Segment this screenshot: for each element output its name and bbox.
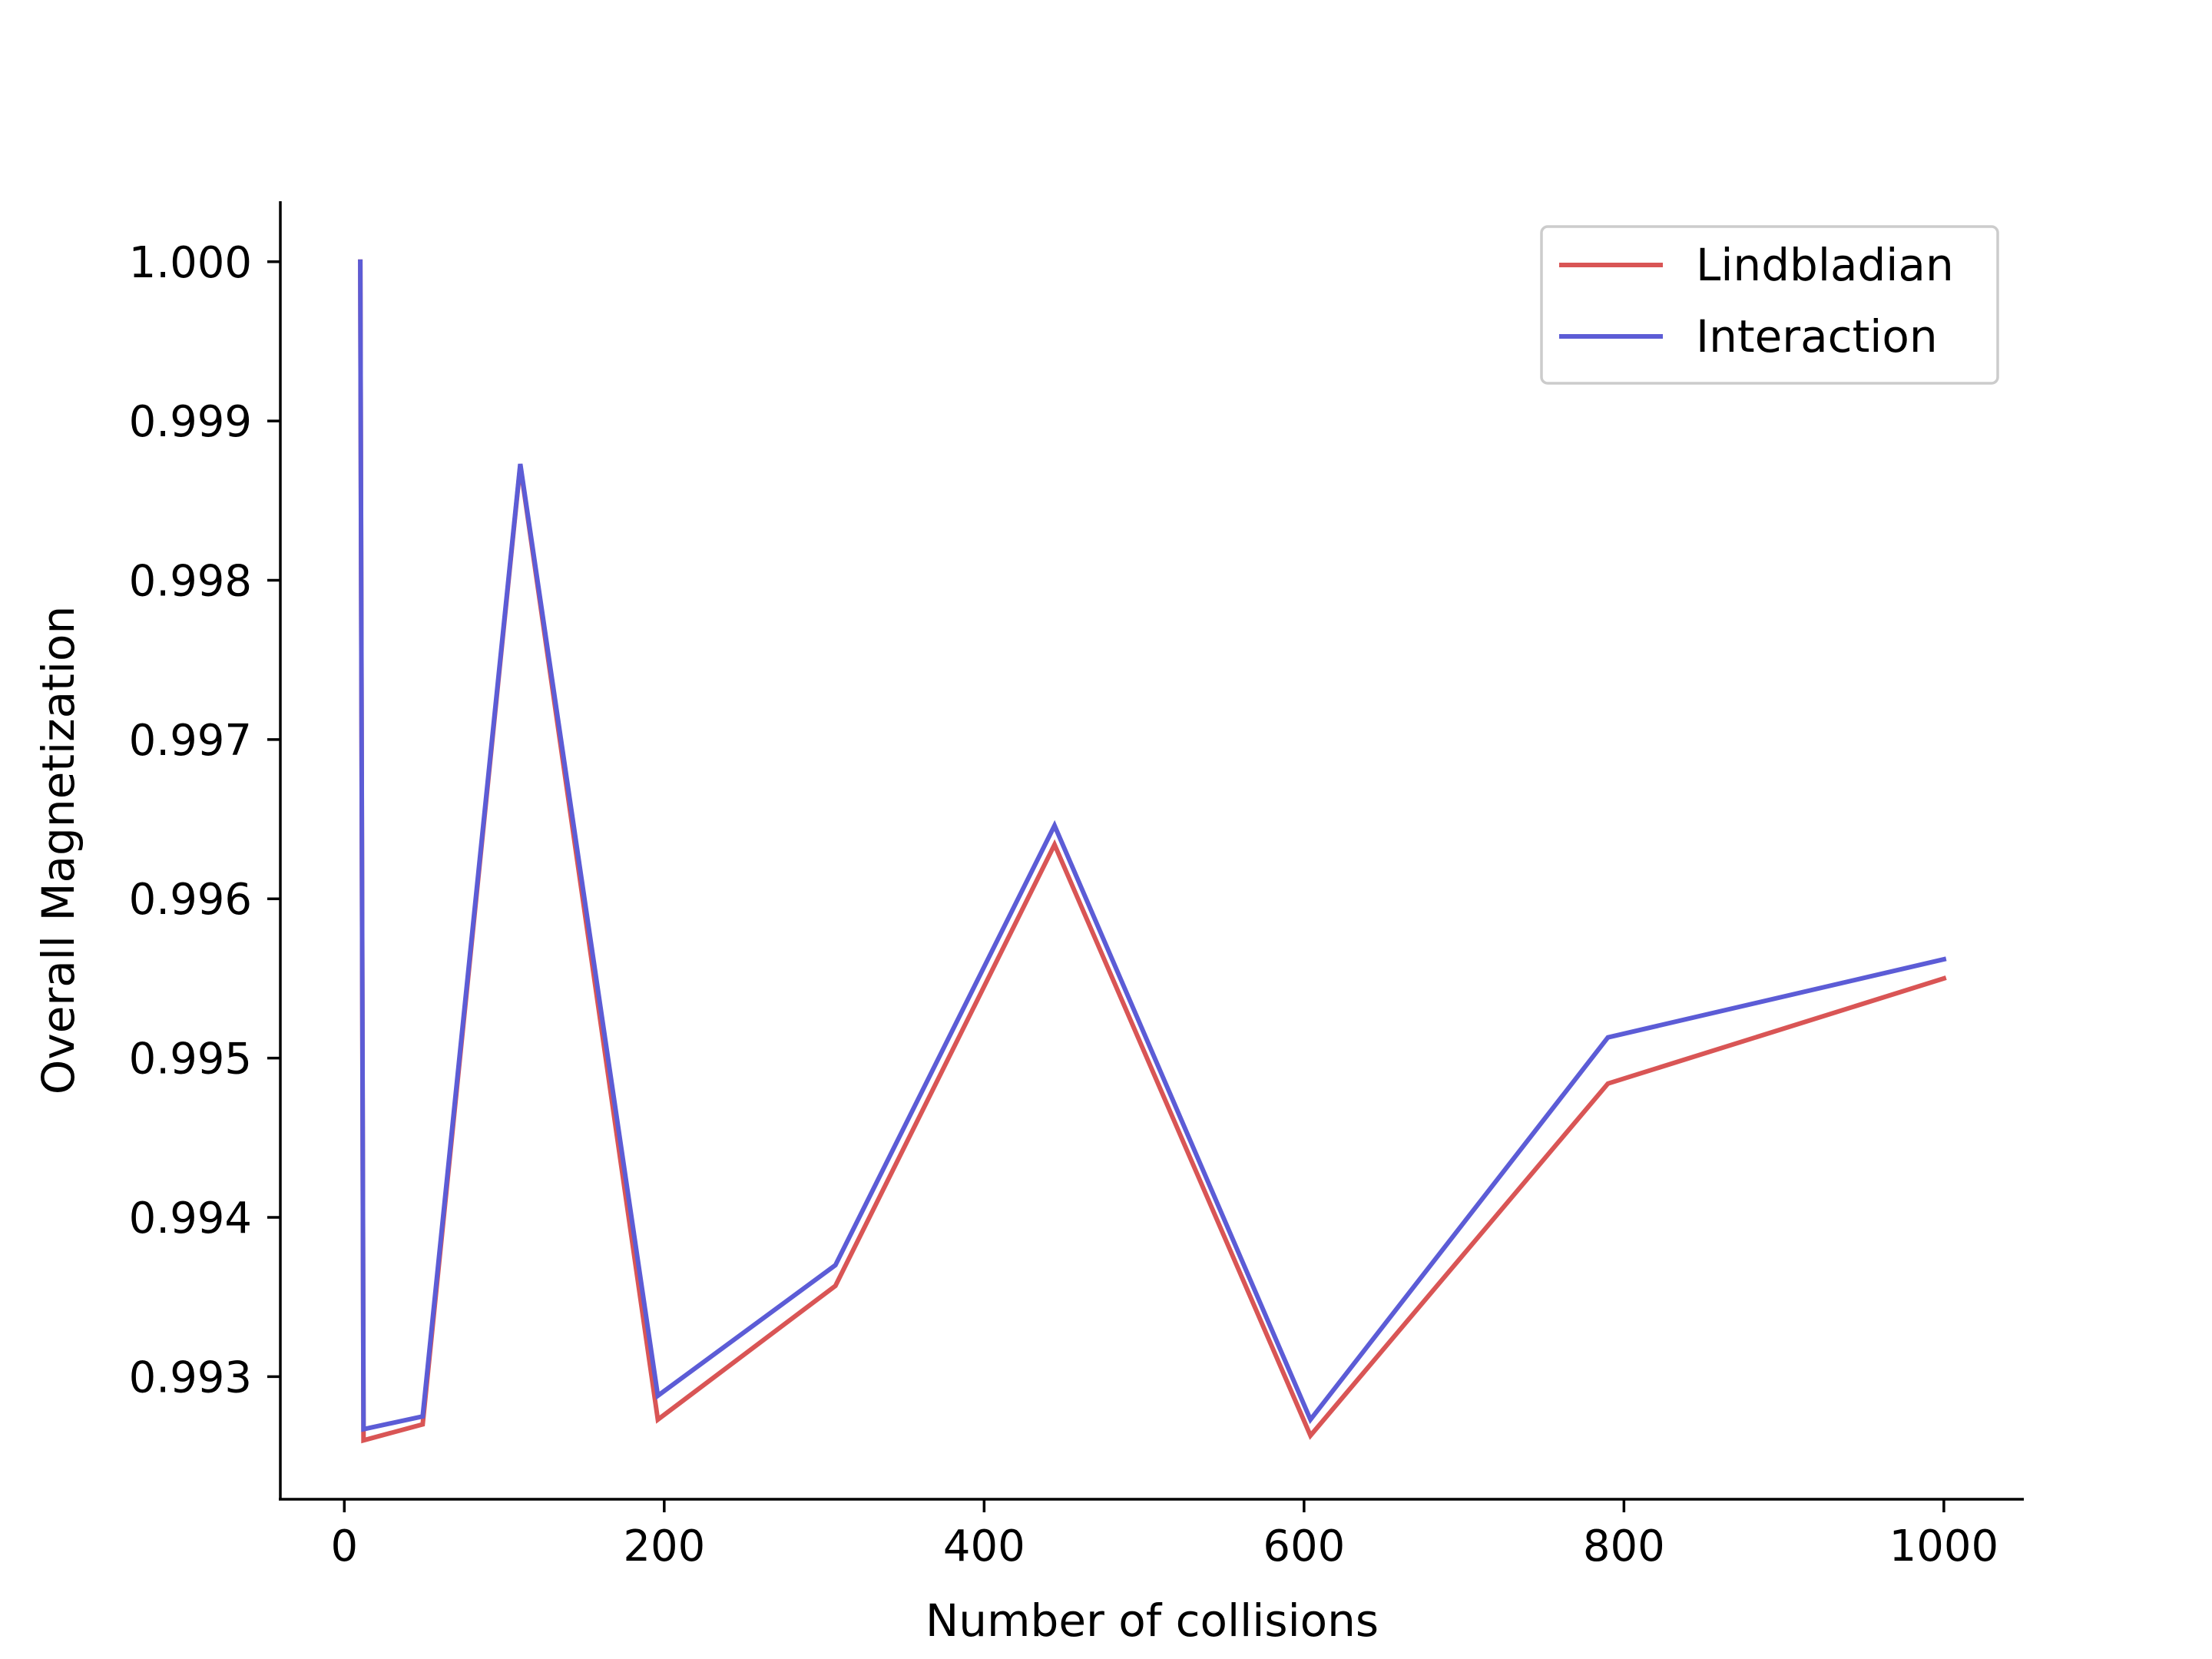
legend-label-interaction: Interaction <box>1696 310 1938 363</box>
x-axis-title: Number of collisions <box>926 1594 1379 1647</box>
x-tick-label: 600 <box>1263 1522 1345 1571</box>
x-tick-label: 200 <box>623 1522 705 1571</box>
series-line-lindbladian <box>358 259 1947 1444</box>
y-tick-label: 0.999 <box>129 397 252 447</box>
y-axis-title: Overall Magnetization <box>32 606 84 1095</box>
y-tick-label: 0.997 <box>129 716 252 766</box>
x-tick-label: 1000 <box>1889 1522 1999 1571</box>
axes <box>279 201 2024 1501</box>
legend-label-lindbladian: Lindbladian <box>1696 239 1954 291</box>
legend: Lindbladian Interaction <box>1540 225 1999 385</box>
series-layer <box>358 259 1947 1444</box>
x-tick-label: 800 <box>1583 1522 1665 1571</box>
x-ticks: 0 200 400 600 800 1000 <box>330 1499 1998 1571</box>
x-tick-label: 400 <box>943 1522 1025 1571</box>
y-tick-label: 0.994 <box>129 1194 252 1243</box>
y-tick-label: 0.996 <box>129 875 252 925</box>
y-tick-label: 0.995 <box>129 1035 252 1084</box>
series-line-interaction <box>358 259 1947 1432</box>
y-tick-label: 0.993 <box>129 1353 252 1402</box>
y-tick-label: 1.000 <box>129 238 252 288</box>
y-tick-label: 0.998 <box>129 557 252 607</box>
y-ticks: 0.993 0.994 0.995 0.996 0.997 0.998 0.999 1.000 <box>129 238 280 1402</box>
x-tick-label: 0 <box>330 1522 358 1571</box>
